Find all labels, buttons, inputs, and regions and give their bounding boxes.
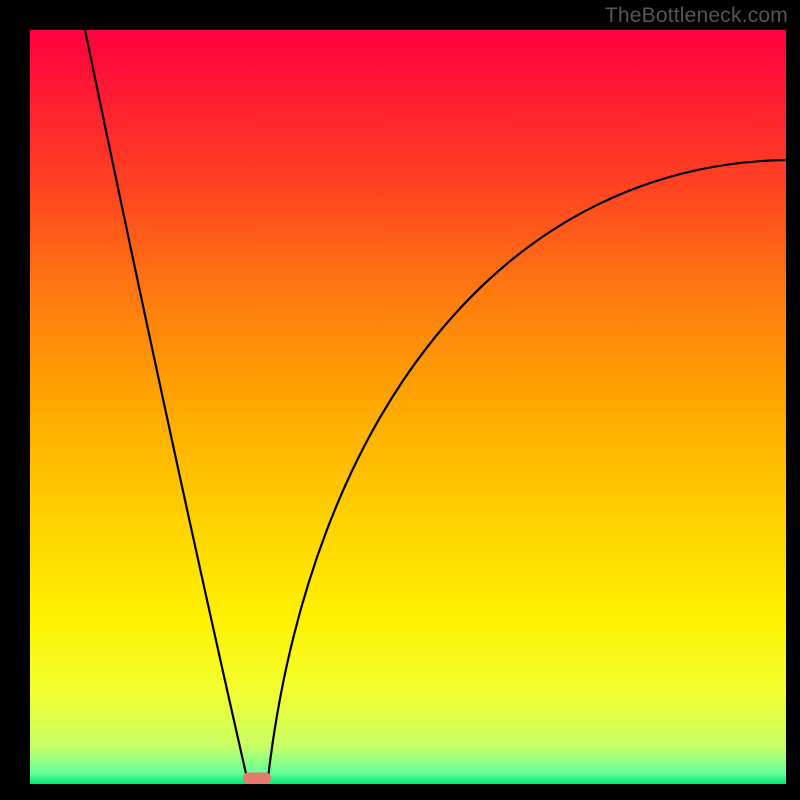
chart-container: { "canvas": { "width": 800, "height": 80…: [0, 0, 800, 800]
chart-svg: [0, 0, 800, 800]
plot-background: [30, 30, 786, 784]
marker-pill: [243, 773, 271, 784]
optimum-marker: [243, 773, 271, 784]
watermark-text: TheBottleneck.com: [605, 4, 788, 28]
